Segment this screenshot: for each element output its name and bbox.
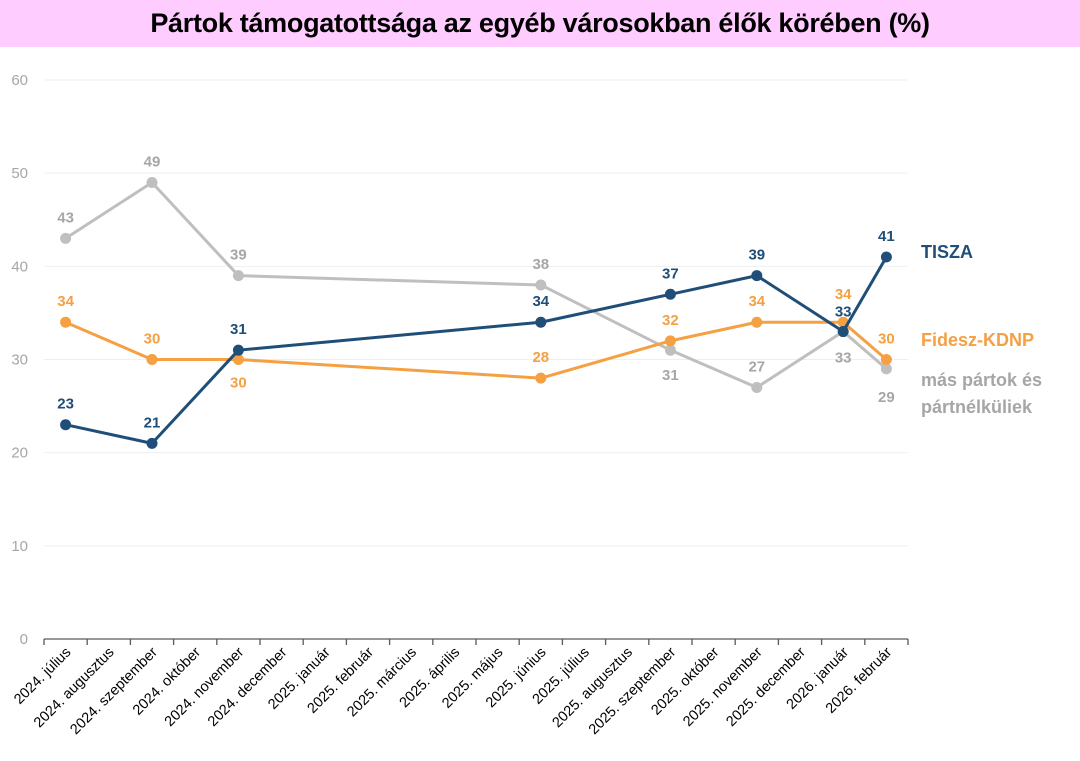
data-label: 38 <box>532 256 549 273</box>
x-tick-label: 2025. december <box>723 644 809 730</box>
data-point <box>751 316 763 328</box>
data-label: 32 <box>662 312 679 329</box>
y-tick-label: 20 <box>11 445 28 462</box>
data-label: 34 <box>835 286 852 303</box>
data-point <box>664 335 676 347</box>
data-label: 34 <box>532 293 549 310</box>
data-point <box>146 437 158 449</box>
data-point <box>232 354 244 365</box>
data-point <box>60 232 72 244</box>
series-label-fidesz-kdnp: Fidesz-KDNP <box>921 330 1034 350</box>
data-label: 30 <box>230 375 247 392</box>
y-tick-label: 40 <box>11 258 28 275</box>
y-tick-label: 50 <box>11 165 28 182</box>
data-point <box>880 363 892 375</box>
y-tick-label: 10 <box>11 538 28 555</box>
x-tick-label: 2024. augusztus <box>31 645 118 732</box>
y-tick-label: 30 <box>11 352 28 369</box>
data-label: 27 <box>748 358 765 375</box>
data-label: 43 <box>57 209 74 226</box>
data-point <box>146 176 158 188</box>
data-label: 37 <box>662 265 679 282</box>
series-label-other-line2: pártnélküliek <box>921 397 1033 417</box>
series-line-m-s-p-rtok-s-p-rtn-lk-liek <box>64 180 888 389</box>
data-point <box>60 419 72 431</box>
series-label-other-line1: más pártok és <box>921 370 1042 390</box>
data-point <box>837 326 849 338</box>
x-tick-label: 2024. december <box>205 644 291 730</box>
data-label: 31 <box>230 321 247 338</box>
data-label: 29 <box>878 389 895 406</box>
series-line-tisza <box>65 256 888 445</box>
series-label-tisza: TISZA <box>921 242 973 262</box>
data-point <box>880 251 892 263</box>
data-point <box>60 316 72 328</box>
data-point <box>232 344 244 356</box>
data-point <box>664 344 676 356</box>
data-point <box>664 288 676 300</box>
data-label: 34 <box>748 293 765 310</box>
x-tick-label: 2024. november <box>162 644 248 730</box>
data-label: 30 <box>878 331 895 348</box>
data-label: 33 <box>835 304 852 321</box>
data-label: 49 <box>144 153 161 170</box>
data-label: 21 <box>144 414 161 431</box>
data-point <box>751 270 763 282</box>
data-point <box>535 316 547 328</box>
data-point <box>146 354 158 365</box>
data-label: 39 <box>230 247 247 264</box>
data-point <box>232 270 244 282</box>
data-point <box>535 279 547 291</box>
data-label: 39 <box>748 247 765 264</box>
data-point <box>880 354 892 365</box>
y-tick-label: 60 <box>11 72 28 89</box>
chart-title: Pártok támogatottsága az egyéb városokba… <box>150 8 930 38</box>
data-label: 28 <box>532 349 549 366</box>
data-label: 41 <box>878 228 895 245</box>
data-label: 33 <box>835 350 852 367</box>
data-label: 30 <box>144 331 161 348</box>
x-tick-label: 2025. november <box>680 644 766 730</box>
chart-title-bar: Pártok támogatottsága az egyéb városokba… <box>0 0 1080 47</box>
data-point <box>751 381 763 393</box>
data-label: 23 <box>57 396 74 413</box>
data-label: 31 <box>662 367 679 384</box>
data-label: 34 <box>57 293 74 310</box>
y-tick-label: 0 <box>20 631 28 648</box>
x-tick-label: 2025. augusztus <box>549 645 636 732</box>
data-point <box>535 372 547 384</box>
